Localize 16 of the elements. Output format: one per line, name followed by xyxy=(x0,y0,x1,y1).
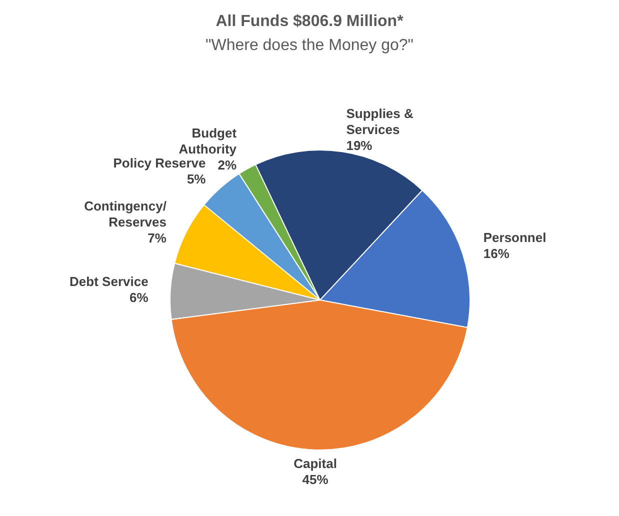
slice-label: Budget Authority xyxy=(178,126,238,157)
slice-label: Personnel xyxy=(483,230,546,246)
slice-label: Supplies & Services xyxy=(346,106,414,138)
data-label: 2% xyxy=(218,158,237,173)
slice-label: Capital xyxy=(294,456,337,471)
data-label: 16% xyxy=(483,246,510,262)
data-label: 19% xyxy=(346,138,373,154)
data-label: 7% xyxy=(148,230,167,246)
chart-title: All Funds $806.9 Million* xyxy=(216,13,404,30)
data-label: 45% xyxy=(302,472,329,487)
slice-label: Debt Service xyxy=(70,274,148,289)
slice-label: Contingency/Reserves xyxy=(84,198,167,230)
data-label: 5% xyxy=(186,171,206,186)
chart-subtitle: "Where does the Money go?" xyxy=(206,37,414,54)
data-label: 6% xyxy=(130,290,149,305)
slice-label: Policy Reserve xyxy=(113,155,206,170)
